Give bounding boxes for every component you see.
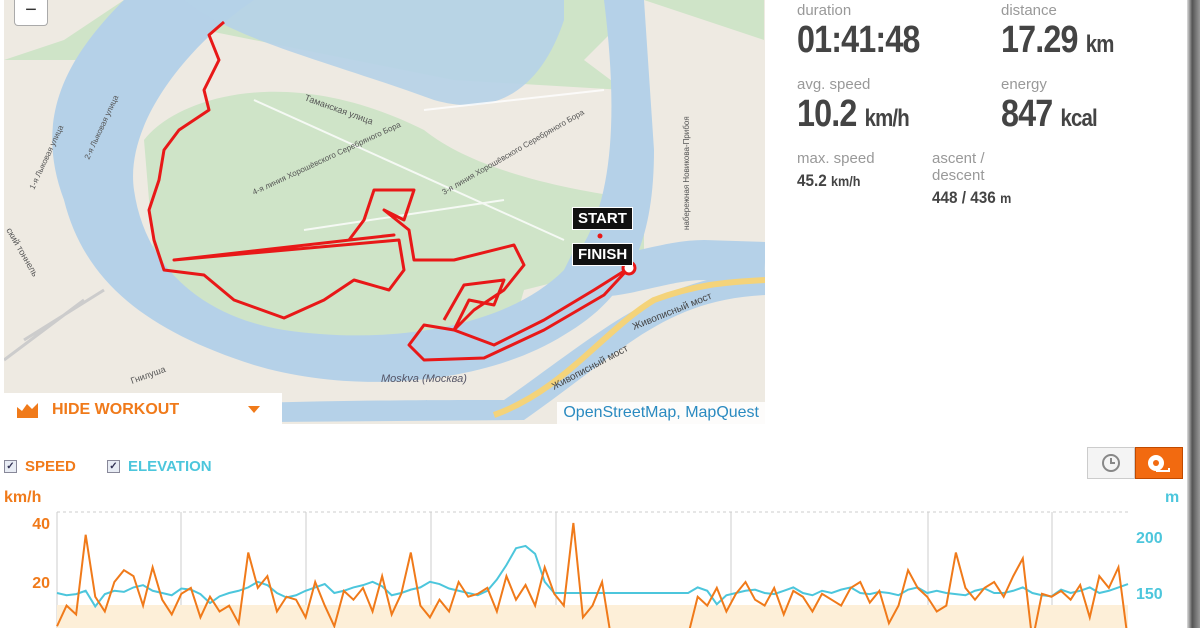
area-chart-icon	[17, 403, 38, 418]
max-speed-label: max. speed	[797, 150, 875, 167]
clock-icon	[1102, 454, 1120, 472]
avg-speed-value: 10.2	[797, 93, 857, 135]
distance-value: 17.29	[1001, 19, 1078, 61]
distance-mode-button[interactable]	[1135, 447, 1183, 479]
speed-checkbox[interactable]: ✓	[4, 460, 17, 473]
tape-measure-icon	[1148, 455, 1170, 472]
elevation-checkbox[interactable]: ✓	[107, 460, 120, 473]
max-speed-value: 45.2	[797, 171, 827, 190]
elevation-line	[56, 544, 1129, 609]
start-label: START	[572, 207, 633, 230]
speed-toggle[interactable]: ✓ SPEED	[4, 458, 76, 475]
river-label: Moskva (Москва)	[381, 373, 467, 385]
route-map[interactable]: Moskva (Москва) Живописный мост Живописн…	[4, 0, 765, 424]
start-marker[interactable]	[597, 233, 603, 239]
distance-label: distance	[1001, 2, 1057, 19]
map-attribution[interactable]: OpenStreetMap, MapQuest	[557, 402, 765, 424]
workout-track	[147, 20, 631, 362]
avg-speed-label: avg. speed	[797, 76, 871, 93]
time-mode-button[interactable]	[1087, 447, 1135, 479]
hide-workout-label: HIDE WORKOUT	[52, 401, 180, 418]
speed-axis-unit: km/h	[4, 489, 42, 506]
speed-legend-label: SPEED	[25, 458, 76, 475]
energy-unit: kcal	[1060, 105, 1097, 132]
speed-tick-label: 20	[32, 575, 50, 592]
energy-value: 847	[1001, 93, 1053, 135]
duration-value: 01:41:48	[797, 19, 920, 61]
elevation-legend-label: ELEVATION	[128, 458, 212, 475]
caret-down-icon	[248, 406, 260, 413]
max-speed-unit: km/h	[831, 173, 861, 189]
speed-line	[56, 522, 1128, 628]
avg-speed-unit: km/h	[864, 105, 910, 132]
elevation-tick-label: 150	[1136, 586, 1163, 603]
elevation-fill	[57, 605, 1128, 628]
distance-unit: km	[1085, 31, 1115, 58]
ascent-label: ascent /	[932, 150, 985, 167]
duration-label: duration	[797, 2, 852, 19]
hide-workout-button[interactable]: HIDE WORKOUT	[4, 393, 282, 427]
finish-label: FINISH	[572, 243, 634, 266]
zoom-out-button[interactable]: −	[14, 0, 48, 26]
ascent-unit: m	[1000, 190, 1012, 206]
map-tiles: Moskva (Москва) Живописный мост Живописн…	[4, 0, 765, 424]
elevation-tick-label: 200	[1136, 530, 1163, 547]
elevation-axis-unit: m	[1165, 489, 1180, 506]
descent-label: descent	[932, 167, 985, 184]
window-edge	[1187, 0, 1200, 628]
speed-tick-label: 40	[32, 516, 50, 533]
speed-elevation-chart[interactable]: 20 40 150 200	[0, 500, 1187, 628]
energy-label: energy	[1001, 76, 1047, 93]
elevation-toggle[interactable]: ✓ ELEVATION	[107, 458, 212, 475]
ascent-descent-value: 448 / 436	[932, 188, 996, 207]
street-label: набережная Новикова-Прибоя	[682, 116, 691, 230]
